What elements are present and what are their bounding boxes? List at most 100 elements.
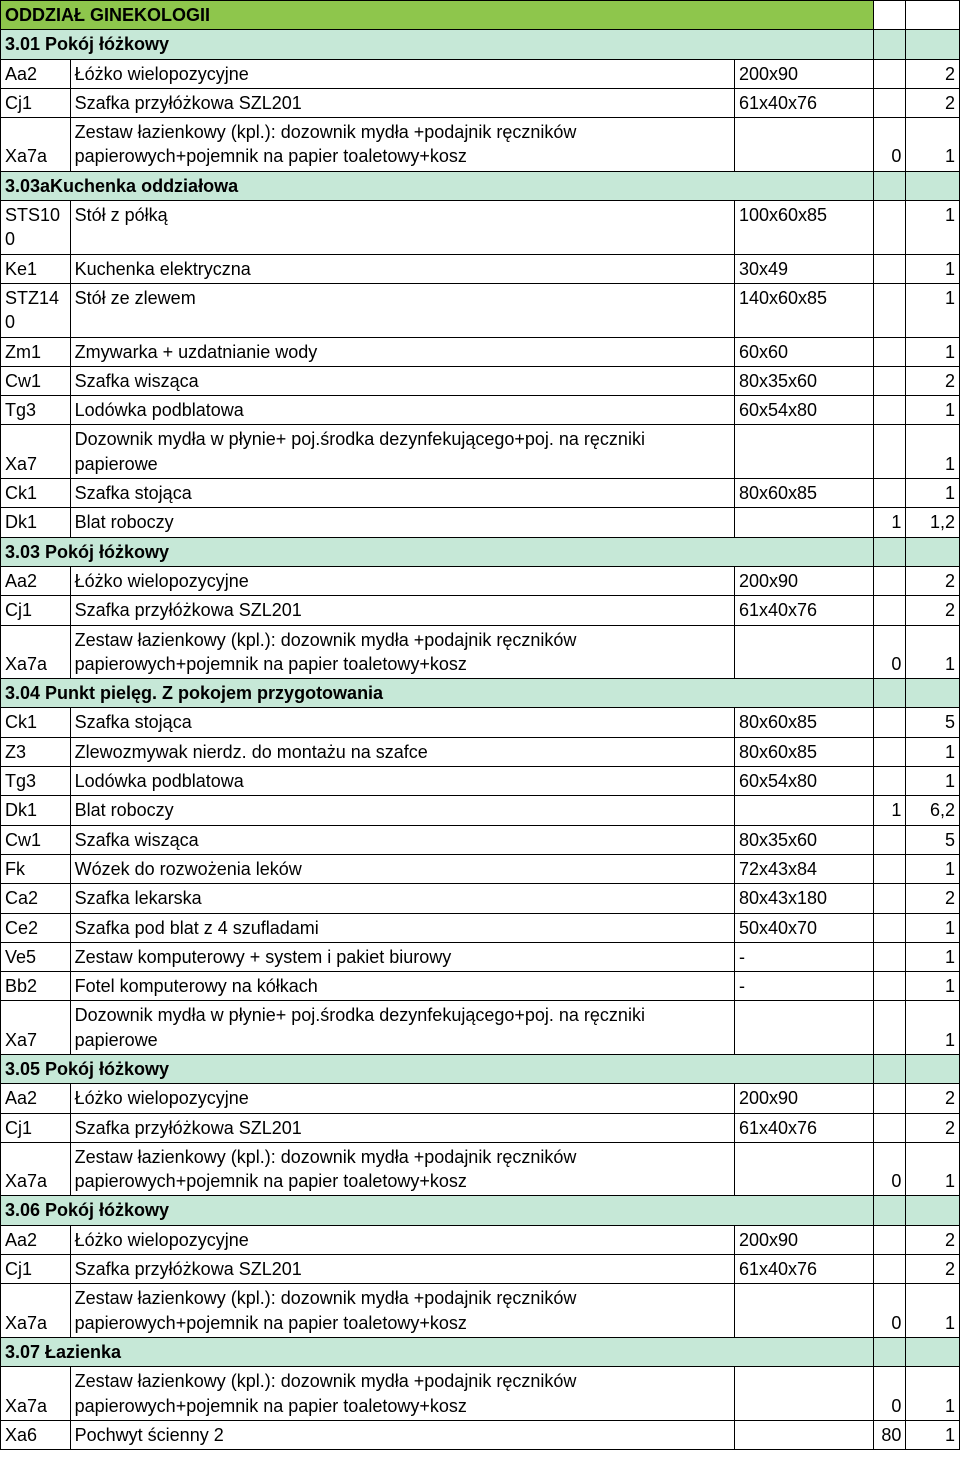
desc-cell: Zestaw łazienkowy (kpl.): dozownik mydła… <box>70 1284 734 1338</box>
code-cell: Aa2 <box>1 1084 71 1113</box>
table-row: Aa2Łóżko wielopozycyjne200x902 <box>1 1084 960 1113</box>
desc-cell: Łóżko wielopozycyjne <box>70 1225 734 1254</box>
dept-title: ODDZIAŁ GINEKOLOGII <box>1 1 874 30</box>
col4-cell <box>874 825 906 854</box>
dim-cell: 80x60x85 <box>734 737 873 766</box>
desc-cell: Szafka przyłóżkowa SZL201 <box>70 1255 734 1284</box>
desc-cell: Zestaw łazienkowy (kpl.): dozownik mydła… <box>70 1142 734 1196</box>
col4-cell <box>874 708 906 737</box>
section-header-row: 3.03 Pokój łóżkowy <box>1 537 960 566</box>
table-row: Cw1Szafka wisząca80x35x605 <box>1 825 960 854</box>
desc-cell: Dozownik mydła w płynie+ poj.środka dezy… <box>70 425 734 479</box>
code-cell: Tg3 <box>1 767 71 796</box>
col4-cell <box>874 1084 906 1113</box>
blank <box>906 1 960 30</box>
table-row: Ce2Szafka pod blat z 4 szufladami50x40x7… <box>1 913 960 942</box>
col4-cell <box>874 1001 906 1055</box>
desc-cell: Szafka stojąca <box>70 708 734 737</box>
table-row: Xa7Dozownik mydła w płynie+ poj.środka d… <box>1 1001 960 1055</box>
qty-cell: 2 <box>906 884 960 913</box>
code-cell: Cj1 <box>1 88 71 117</box>
qty-cell: 1 <box>906 972 960 1001</box>
desc-cell: Łóżko wielopozycyjne <box>70 59 734 88</box>
qty-cell: 2 <box>906 1225 960 1254</box>
table-row: Xa7Dozownik mydła w płynie+ poj.środka d… <box>1 425 960 479</box>
table-row: Ca2Szafka lekarska80x43x1802 <box>1 884 960 913</box>
col4-cell: 0 <box>874 1142 906 1196</box>
qty-cell: 1 <box>906 1001 960 1055</box>
dim-cell <box>734 118 873 172</box>
table-row: Cw1Szafka wisząca80x35x602 <box>1 366 960 395</box>
qty-cell: 1 <box>906 337 960 366</box>
dim-cell: 200x90 <box>734 59 873 88</box>
code-cell: Aa2 <box>1 1225 71 1254</box>
blank <box>874 537 906 566</box>
blank <box>874 171 906 200</box>
col4-cell <box>874 366 906 395</box>
table-row: Ck1Szafka stojąca80x60x851 <box>1 479 960 508</box>
dim-cell: 100x60x85 <box>734 201 873 255</box>
dim-cell <box>734 1001 873 1055</box>
col4-cell <box>874 59 906 88</box>
col4-cell: 1 <box>874 508 906 537</box>
table-row: Xa7aZestaw łazienkowy (kpl.): dozownik m… <box>1 1142 960 1196</box>
blank <box>906 537 960 566</box>
col4-cell <box>874 396 906 425</box>
qty-cell: 2 <box>906 88 960 117</box>
col4-cell <box>874 1113 906 1142</box>
code-cell: Xa7 <box>1 425 71 479</box>
code-cell: Xa7 <box>1 1001 71 1055</box>
qty-cell: 1 <box>906 254 960 283</box>
dim-cell: 80x60x85 <box>734 708 873 737</box>
section-header-row: 3.03aKuchenka oddziałowa <box>1 171 960 200</box>
dept-header-row: ODDZIAŁ GINEKOLOGII <box>1 1 960 30</box>
code-cell: Xa7a <box>1 1142 71 1196</box>
desc-cell: Blat roboczy <box>70 796 734 825</box>
code-cell: Cw1 <box>1 366 71 395</box>
code-cell: Zm1 <box>1 337 71 366</box>
col4-cell <box>874 1255 906 1284</box>
dim-cell: 60x54x80 <box>734 767 873 796</box>
section-title: 3.07 Łazienka <box>1 1337 874 1366</box>
section-title: 3.01 Pokój łóżkowy <box>1 30 874 59</box>
dim-cell: 61x40x76 <box>734 88 873 117</box>
qty-cell: 1 <box>906 913 960 942</box>
col4-cell: 80 <box>874 1420 906 1449</box>
table-row: Cj1Szafka przyłóżkowa SZL20161x40x762 <box>1 596 960 625</box>
blank <box>874 1 906 30</box>
table-row: Aa2Łóżko wielopozycyjne200x90 2 <box>1 1225 960 1254</box>
code-cell: Cw1 <box>1 825 71 854</box>
desc-cell: Szafka wisząca <box>70 366 734 395</box>
blank <box>874 679 906 708</box>
qty-cell: 1 <box>906 767 960 796</box>
dim-cell: 72x43x84 <box>734 854 873 883</box>
dim-cell: 200x90 <box>734 1225 873 1254</box>
col4-cell <box>874 913 906 942</box>
dim-cell: - <box>734 942 873 971</box>
qty-cell: 1 <box>906 1284 960 1338</box>
dim-cell <box>734 796 873 825</box>
col4-cell <box>874 254 906 283</box>
col4-cell <box>874 1225 906 1254</box>
code-cell: Cj1 <box>1 596 71 625</box>
desc-cell: Stół z półką <box>70 201 734 255</box>
table-row: Ke1Kuchenka elektryczna30x491 <box>1 254 960 283</box>
desc-cell: Zestaw łazienkowy (kpl.): dozownik mydła… <box>70 625 734 679</box>
qty-cell: 1 <box>906 737 960 766</box>
dim-cell: 30x49 <box>734 254 873 283</box>
col4-cell: 1 <box>874 796 906 825</box>
code-cell: STS100 <box>1 201 71 255</box>
dim-cell: 61x40x76 <box>734 1113 873 1142</box>
desc-cell: Pochwyt ścienny 2 <box>70 1420 734 1449</box>
dim-cell <box>734 508 873 537</box>
section-header-row: 3.06 Pokój łóżkowy <box>1 1196 960 1225</box>
code-cell: Xa7a <box>1 118 71 172</box>
desc-cell: Lodówka podblatowa <box>70 396 734 425</box>
blank <box>874 1196 906 1225</box>
blank <box>906 30 960 59</box>
section-title: 3.05 Pokój łóżkowy <box>1 1054 874 1083</box>
qty-cell: 1 <box>906 283 960 337</box>
desc-cell: Zlewozmywak nierdz. do montażu na szafce <box>70 737 734 766</box>
qty-cell: 1 <box>906 479 960 508</box>
desc-cell: Szafka stojąca <box>70 479 734 508</box>
